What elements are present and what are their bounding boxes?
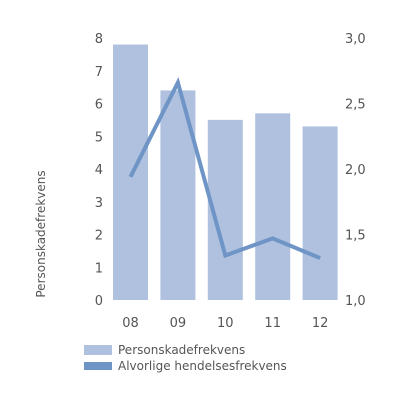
right-tick-label: 2,5 [345,98,366,113]
bar-11 [255,113,291,300]
left-tick-label: 6 [95,98,103,113]
right-tick-label: 1,0 [345,294,366,309]
left-tick-label: 0 [95,294,103,309]
bar-08 [113,44,148,300]
x-axis: 08 09 10 11 12 [122,316,328,331]
right-tick-label: 2,0 [345,163,366,178]
x-tick-label: 08 [122,316,139,331]
left-tick-label: 2 [95,229,103,244]
right-axis: 1,0 1,5 2,0 2,5 3,0 [345,32,366,309]
legend-label-bar: Personskadefrekvens [118,343,245,357]
left-tick-label: 4 [95,163,103,178]
right-tick-label: 1,5 [345,229,366,244]
legend: Personskadefrekvens Alvorlige hendelsesf… [84,343,287,373]
left-tick-label: 3 [95,196,103,211]
x-tick-label: 11 [264,316,281,331]
x-tick-label: 12 [312,316,329,331]
left-tick-label: 7 [95,65,103,80]
y-axis-title: Personskadefrekvens [34,170,48,297]
x-tick-label: 10 [217,316,234,331]
x-tick-label: 09 [170,316,187,331]
left-tick-label: 1 [95,261,103,276]
legend-label-line: Alvorlige hendelsesfrekvens [118,359,287,373]
bar-12 [302,126,338,300]
legend-swatch-bar [84,345,112,355]
line-layer [128,76,321,260]
bars-layer [113,44,338,301]
left-axis: 0 1 2 3 4 5 6 7 8 [95,32,103,309]
right-tick-label: 3,0 [345,32,366,47]
left-tick-label: 8 [95,32,103,47]
left-tick-label: 5 [95,130,103,145]
legend-swatch-line [84,362,112,370]
